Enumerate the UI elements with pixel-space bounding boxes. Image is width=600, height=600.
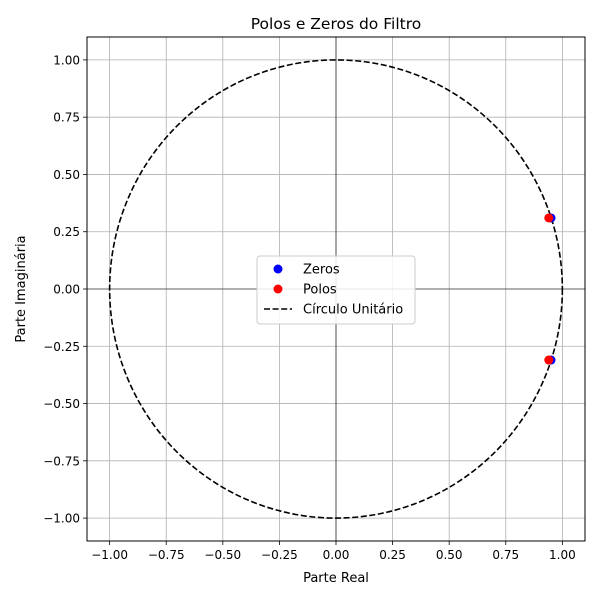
y-tick-label: 0.00 [53, 283, 80, 297]
legend-marker-zeros [273, 264, 283, 274]
y-tick-label: −1.00 [43, 512, 80, 526]
x-tick-label: 0.00 [323, 548, 350, 562]
polos-point [544, 213, 554, 223]
y-tick-label: −0.25 [43, 340, 80, 354]
x-tick-label: 0.75 [492, 548, 519, 562]
x-axis-label: Parte Real [303, 571, 369, 586]
y-tick-label: 0.25 [53, 225, 80, 239]
unit-circle-line [108, 59, 564, 519]
x-tick-label: −0.75 [148, 548, 185, 562]
x-tick-label: −0.50 [204, 548, 241, 562]
chart-title: Polos e Zeros do Filtro [251, 15, 421, 33]
legend-box [256, 255, 416, 325]
y-axis-label: Parte Imaginária [14, 235, 29, 342]
x-tick-label: −1.00 [91, 548, 128, 562]
legend-label: Polos [303, 283, 337, 298]
y-tick-label: 1.00 [53, 53, 80, 67]
legend-marker-polos [273, 284, 283, 294]
ticks: −1.00 −0.75 −0.50 −0.25 0.00 0.25 0.50 0.75 1.00… [43, 53, 576, 562]
polos-point [544, 355, 554, 365]
y-tick-label: −0.50 [43, 397, 80, 411]
series [108, 59, 564, 519]
x-tick-label: 0.25 [379, 548, 406, 562]
x-tick-label: 1.00 [549, 548, 576, 562]
x-tick-label: 0.50 [436, 548, 463, 562]
y-tick-label: −0.75 [43, 454, 80, 468]
y-tick-label: 0.50 [53, 168, 80, 182]
x-tick-label: −0.25 [261, 548, 298, 562]
legend: Zeros Polos Círculo Unitário [256, 255, 416, 325]
legend-label: Zeros [303, 263, 340, 278]
legend-label: Círculo Unitário [303, 303, 403, 318]
y-tick-label: 0.75 [53, 111, 80, 125]
